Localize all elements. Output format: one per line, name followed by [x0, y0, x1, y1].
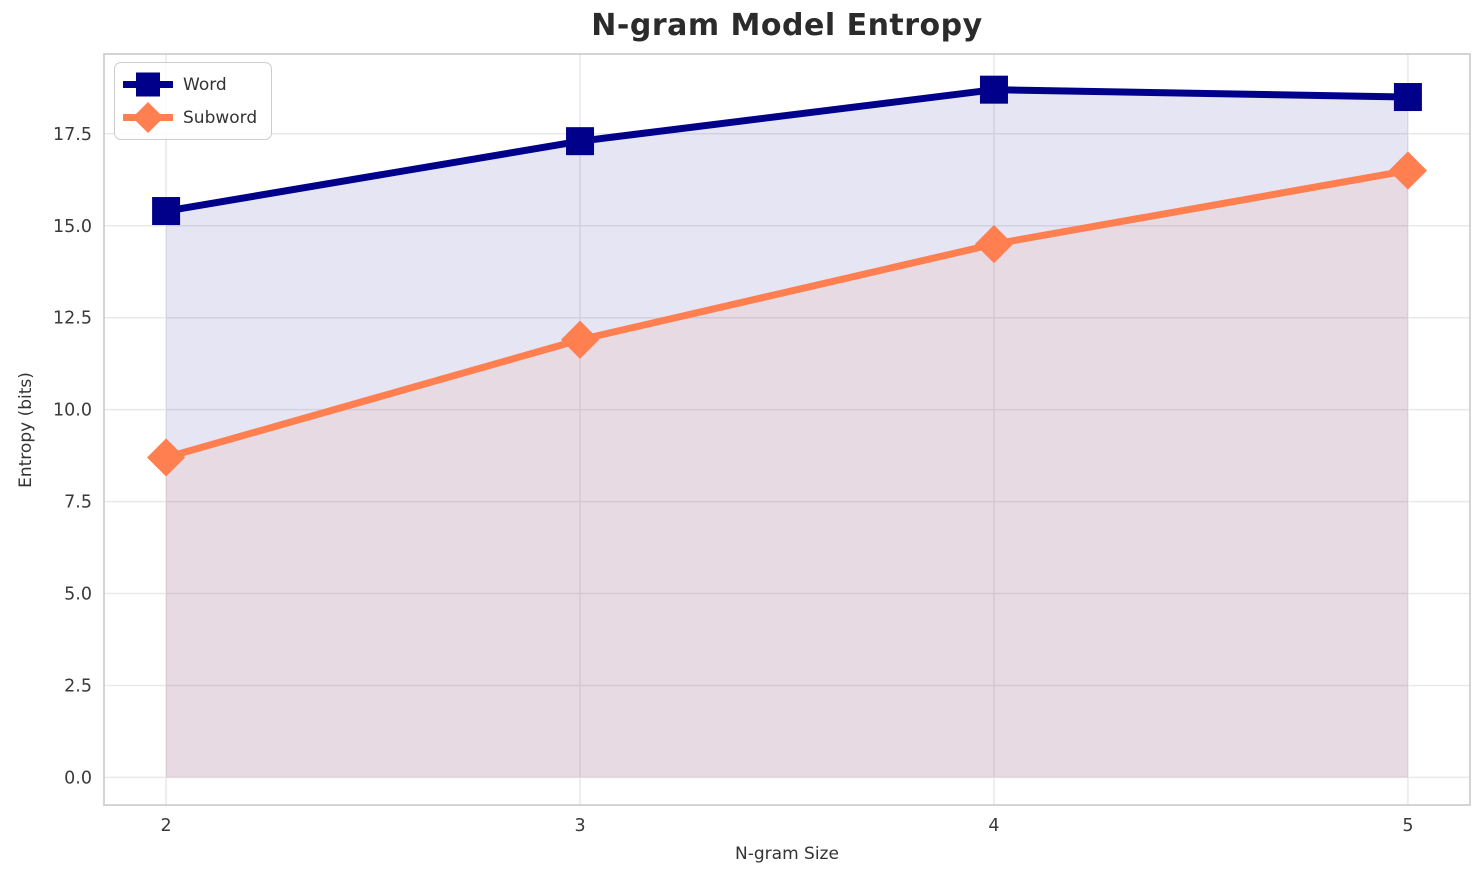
y-tick-label: 7.5 [64, 493, 92, 513]
y-tick-label: 5.0 [64, 585, 92, 605]
legend-item-word: Word [123, 68, 257, 101]
legend-item-subword: Subword [123, 101, 257, 134]
legend-label: Word [183, 74, 227, 95]
legend-label: Subword [183, 107, 258, 128]
legend-diamond-sample [132, 101, 164, 134]
subword-fill-area [166, 170, 1408, 778]
x-tick-label: 3 [574, 816, 585, 836]
y-tick-label: 2.5 [64, 676, 92, 696]
y-axis-label: Entropy (bits) [16, 372, 36, 488]
chart-title: N-gram Model Entropy [591, 8, 983, 43]
x-tick-label: 5 [1402, 816, 1413, 836]
x-tick-label: 2 [161, 816, 172, 836]
y-tick-label: 12.5 [53, 309, 92, 329]
y-tick-label: 0.0 [64, 768, 92, 788]
word-legend-marker-icon [123, 72, 173, 97]
plot-border [103, 53, 1471, 806]
subword-marker [560, 320, 600, 359]
x-axis-label: N-gram Size [735, 844, 839, 864]
word-marker [1393, 83, 1422, 112]
subword-line [165, 167, 1409, 461]
y-tick-label: 17.5 [53, 125, 92, 145]
word-marker [979, 75, 1008, 104]
y-tick-label: 15.0 [53, 217, 92, 237]
subword-marker [146, 438, 186, 477]
legend-square-sample [136, 72, 160, 97]
word-marker [566, 127, 595, 156]
x-tick-label: 4 [988, 816, 999, 836]
word-line [165, 86, 1408, 215]
word-marker [152, 197, 181, 226]
y-tick-label: 10.0 [53, 401, 92, 421]
subword-marker [1388, 151, 1428, 190]
word-fill-area [166, 89, 1408, 778]
subword-legend-marker-icon [123, 101, 173, 134]
legend: Word Subword [114, 62, 273, 140]
